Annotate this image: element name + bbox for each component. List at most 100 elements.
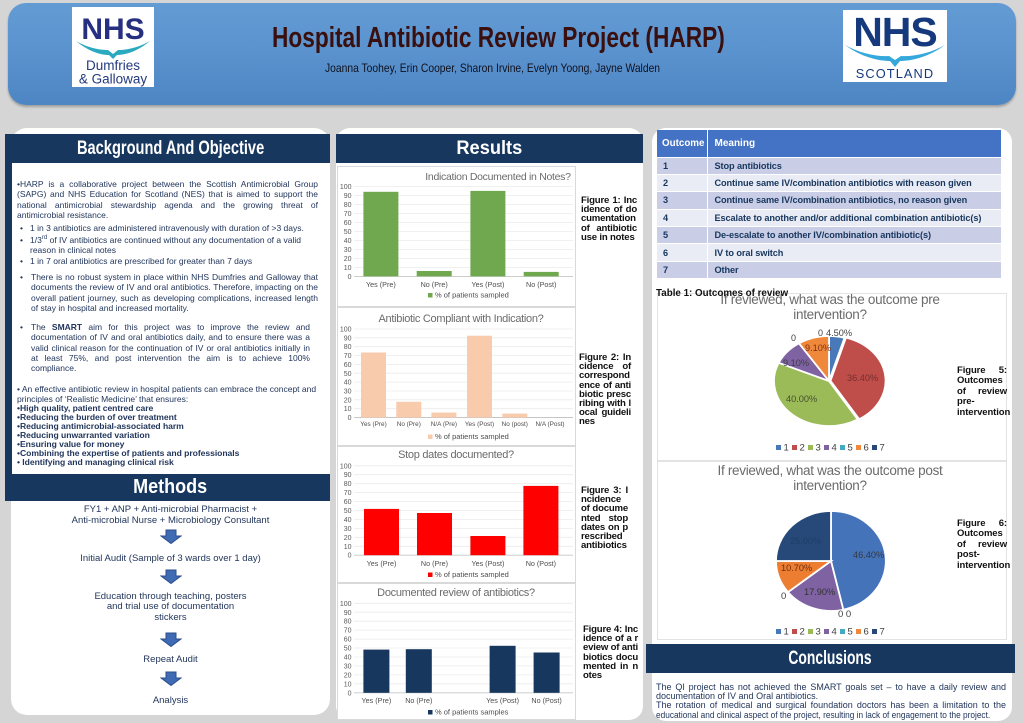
svg-text:% of patients samples: % of patients samples [435, 708, 509, 717]
svg-text:10: 10 [344, 406, 352, 413]
svg-text:SCOTLAND: SCOTLAND [856, 66, 934, 81]
svg-text:Yes (Post): Yes (Post) [471, 559, 504, 568]
svg-text:0: 0 [791, 333, 796, 343]
svg-text:50: 50 [344, 646, 352, 653]
svg-text:20: 20 [344, 397, 352, 404]
svg-text:NHS: NHS [81, 13, 144, 46]
svg-text:40.00%: 40.00% [786, 394, 817, 404]
svg-text:36.40%: 36.40% [847, 373, 878, 383]
svg-text:90: 90 [344, 335, 352, 342]
svg-text:40: 40 [344, 238, 352, 245]
svg-text:0 0: 0 0 [838, 609, 851, 620]
svg-text:Indication Documented in Notes: Indication Documented in Notes? [425, 171, 571, 183]
svg-text:4.50%: 4.50% [826, 328, 852, 338]
svg-text:20: 20 [344, 535, 352, 542]
svg-text:5: 5 [848, 627, 853, 638]
svg-text:Yes (Pre): Yes (Pre) [360, 421, 386, 428]
svg-text:6: 6 [864, 627, 869, 638]
svg-text:0: 0 [348, 690, 352, 697]
svg-text:N/A (Post): N/A (Post) [535, 421, 564, 428]
svg-text:% of patients sampled: % of patients sampled [435, 291, 509, 300]
svg-text:Documented review of antibioti: Documented review of antibiotics? [377, 587, 535, 599]
svg-text:Stop dates documented?: Stop dates documented? [398, 449, 514, 461]
svg-text:60: 60 [344, 637, 352, 644]
svg-text:80: 80 [344, 344, 352, 351]
svg-text:& Galloway: & Galloway [79, 72, 148, 87]
svg-text:60: 60 [344, 499, 352, 506]
svg-text:30: 30 [344, 526, 352, 533]
svg-text:70: 70 [344, 628, 352, 635]
svg-text:0: 0 [348, 415, 352, 422]
svg-text:2: 2 [800, 443, 805, 454]
svg-text:100: 100 [340, 184, 352, 191]
svg-text:2: 2 [800, 627, 805, 638]
svg-text:No (Post): No (Post) [526, 280, 556, 289]
svg-text:80: 80 [344, 481, 352, 488]
svg-text:0: 0 [348, 274, 352, 281]
svg-text:20: 20 [344, 672, 352, 679]
svg-text:50: 50 [344, 371, 352, 378]
svg-text:17.90%: 17.90% [804, 587, 835, 597]
svg-text:20: 20 [344, 256, 352, 263]
svg-text:No (Post): No (Post) [526, 559, 556, 568]
svg-text:10: 10 [344, 681, 352, 688]
svg-text:% of patients sampled: % of patients sampled [435, 432, 509, 441]
svg-text:1: 1 [784, 443, 789, 454]
svg-text:No (Pre): No (Pre) [397, 421, 421, 428]
svg-text:30: 30 [344, 389, 352, 396]
svg-text:No (Pre): No (Pre) [421, 280, 448, 289]
svg-text:4: 4 [832, 627, 837, 638]
svg-text:50: 50 [344, 508, 352, 515]
svg-text:10: 10 [344, 544, 352, 551]
svg-text:6: 6 [864, 443, 869, 454]
svg-text:70: 70 [344, 211, 352, 218]
svg-text:80: 80 [344, 619, 352, 626]
svg-text:Yes (Post): Yes (Post) [486, 696, 519, 705]
svg-text:30: 30 [344, 663, 352, 670]
svg-text:9.10%: 9.10% [783, 358, 809, 368]
svg-text:50: 50 [344, 229, 352, 236]
svg-text:5: 5 [848, 443, 853, 454]
svg-text:0: 0 [818, 328, 823, 338]
svg-text:70: 70 [344, 490, 352, 497]
svg-text:9.10%: 9.10% [805, 343, 831, 353]
svg-text:30: 30 [344, 247, 352, 254]
svg-text:Yes (Pre): Yes (Pre) [362, 696, 392, 705]
svg-text:No (post): No (post) [502, 421, 528, 428]
svg-text:Yes (Post): Yes (Post) [471, 280, 504, 289]
svg-text:N/A (Pre): N/A (Pre) [431, 421, 457, 428]
svg-text:60: 60 [344, 362, 352, 369]
svg-text:40: 40 [344, 655, 352, 662]
svg-text:90: 90 [344, 472, 352, 479]
svg-text:Yes (Pre): Yes (Pre) [367, 559, 397, 568]
svg-text:3: 3 [816, 443, 821, 454]
svg-text:No (Post): No (Post) [531, 696, 561, 705]
svg-text:7: 7 [880, 627, 885, 638]
svg-text:100: 100 [340, 463, 352, 470]
svg-text:10: 10 [344, 265, 352, 272]
svg-text:40: 40 [344, 517, 352, 524]
svg-text:10.70%: 10.70% [781, 563, 812, 573]
svg-text:Yes (Post): Yes (Post) [465, 421, 494, 428]
svg-text:90: 90 [344, 610, 352, 617]
svg-text:100: 100 [340, 327, 352, 334]
svg-text:No (Pre): No (Pre) [405, 696, 432, 705]
svg-text:100: 100 [340, 601, 352, 608]
svg-text:46.40%: 46.40% [853, 550, 884, 560]
svg-text:90: 90 [344, 193, 352, 200]
svg-text:40: 40 [344, 380, 352, 387]
svg-text:Dumfries: Dumfries [86, 58, 140, 73]
svg-text:0: 0 [348, 553, 352, 560]
svg-text:3: 3 [816, 627, 821, 638]
svg-text:7: 7 [880, 443, 885, 454]
svg-text:0: 0 [781, 591, 786, 602]
svg-text:4: 4 [832, 443, 837, 454]
svg-text:NHS: NHS [853, 10, 937, 55]
svg-text:1: 1 [784, 627, 789, 638]
svg-text:25.00%: 25.00% [790, 536, 821, 546]
svg-text:Antibiotic Compliant with Indi: Antibiotic Compliant with Indication? [379, 313, 544, 325]
svg-text:Yes (Pre): Yes (Pre) [366, 280, 396, 289]
svg-text:% of patients sampled: % of patients sampled [435, 570, 509, 579]
svg-text:80: 80 [344, 202, 352, 209]
svg-text:60: 60 [344, 220, 352, 227]
